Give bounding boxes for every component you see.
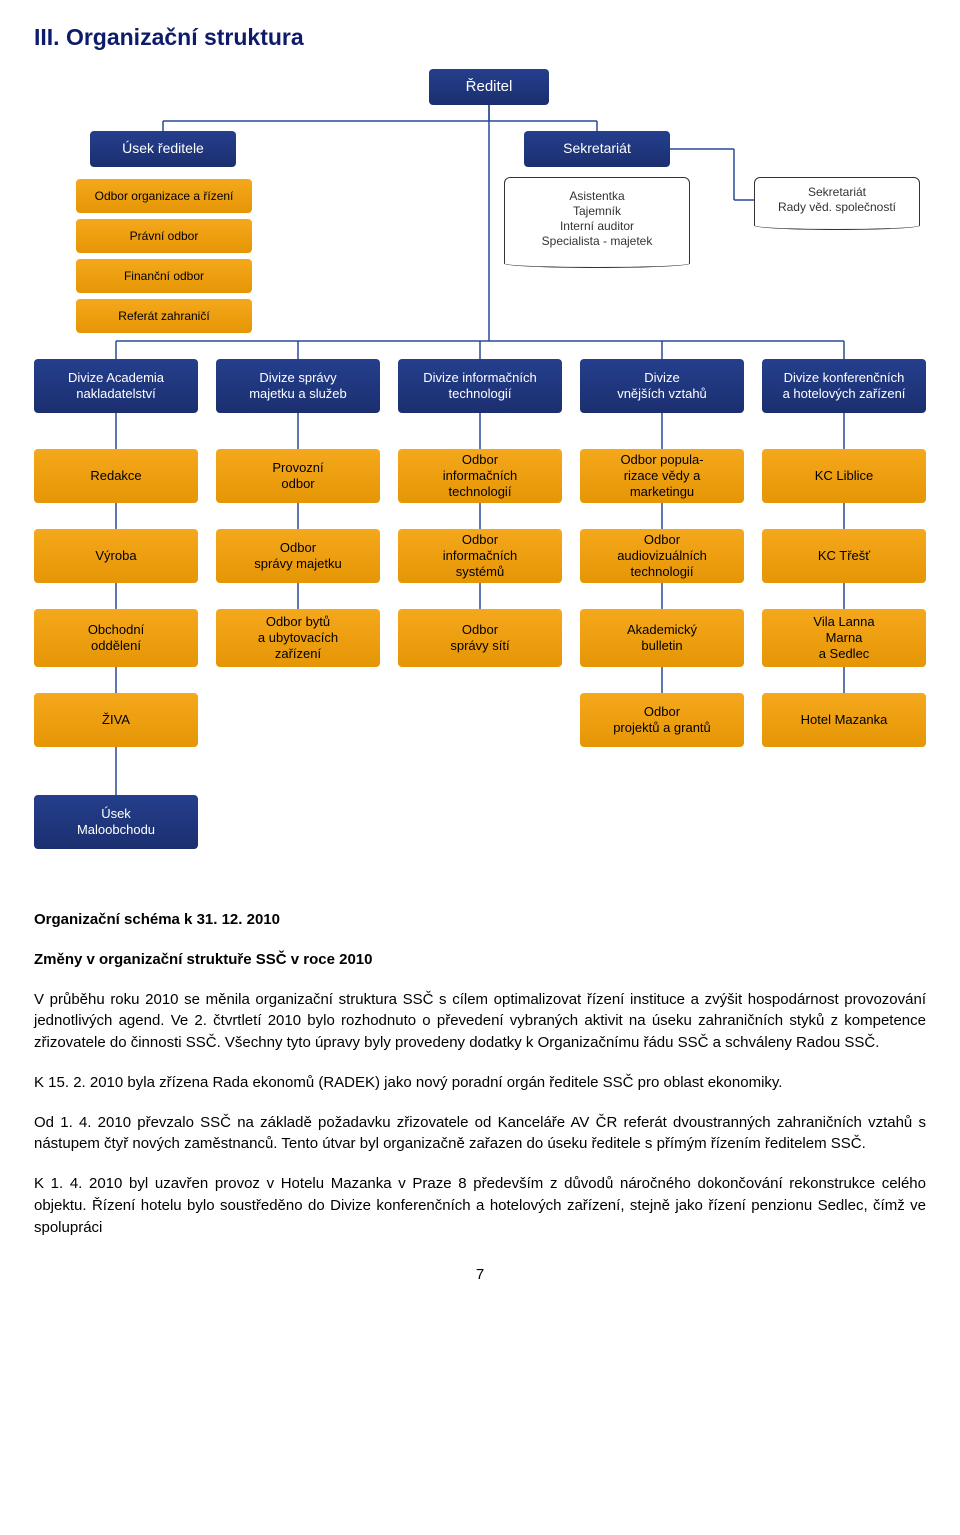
org-node-div-academia: Divize Academia nakladatelství <box>34 359 198 413</box>
org-node-byty: Odbor bytů a ubytovacích zařízení <box>216 609 380 667</box>
org-node-redakce: Redakce <box>34 449 198 503</box>
org-node-div-konf: Divize konferenčních a hotelových zaříze… <box>762 359 926 413</box>
org-node-pravni: Právní odbor <box>76 219 252 253</box>
org-node-vyroba: Výroba <box>34 529 198 583</box>
org-node-bulletin: Akademický bulletin <box>580 609 744 667</box>
org-node-audiovis: Odbor audiovizuálních technologií <box>580 529 744 583</box>
paragraph: Od 1. 4. 2010 převzalo SSČ na základě po… <box>34 1112 926 1156</box>
org-node-mazanka: Hotel Mazanka <box>762 693 926 747</box>
org-node-ois: Odbor informačních systémů <box>398 529 562 583</box>
body-text: Organizační schéma k 31. 12. 2010 Změny … <box>34 909 926 1238</box>
org-node-div-it: Divize informačních technologií <box>398 359 562 413</box>
org-node-reditel: Ředitel <box>429 69 549 105</box>
org-node-usek-reditele: Úsek ředitele <box>90 131 236 167</box>
org-node-financni: Finanční odbor <box>76 259 252 293</box>
org-node-org-rizeni: Odbor organizace a řízení <box>76 179 252 213</box>
org-node-obchodni: Obchodní oddělení <box>34 609 198 667</box>
org-node-div-vztahu: Divize vnějších vztahů <box>580 359 744 413</box>
org-node-vila: Vila Lanna Marna a Sedlec <box>762 609 926 667</box>
org-node-liblice: KC Liblice <box>762 449 926 503</box>
org-node-zahranici: Referát zahraničí <box>76 299 252 333</box>
subtitle-schema: Organizační schéma k 31. 12. 2010 <box>34 909 926 931</box>
paragraph: V průběhu roku 2010 se měnila organizačn… <box>34 989 926 1054</box>
page-heading: III. Organizační struktura <box>34 24 926 51</box>
org-chart: Ředitel Úsek ředitele Sekretariát Odbor org… <box>34 69 926 879</box>
paragraph: K 1. 4. 2010 byl uzavřen provoz v Hotelu… <box>34 1173 926 1238</box>
org-node-ziva: ŽIVA <box>34 693 198 747</box>
org-node-sekr-list: Asistentka Tajemník Interní auditor Spec… <box>504 177 690 261</box>
org-node-maloobchod: Úsek Maloobchodu <box>34 795 198 849</box>
org-node-trest: KC Třešť <box>762 529 926 583</box>
org-node-provozni: Provozní odbor <box>216 449 380 503</box>
org-node-siti: Odbor správy sítí <box>398 609 562 667</box>
org-node-div-spravy: Divize správy majetku a služeb <box>216 359 380 413</box>
paragraph: K 15. 2. 2010 byla zřízena Rada ekonomů … <box>34 1072 926 1094</box>
org-node-sekr-rady: Sekretariát Rady věd. společností <box>754 177 920 223</box>
org-node-oit: Odbor informačních technologií <box>398 449 562 503</box>
subtitle-changes: Změny v organizační struktuře SSČ v roce… <box>34 949 926 971</box>
page-number: 7 <box>34 1266 926 1283</box>
org-node-popular: Odbor popula- rizace vědy a marketingu <box>580 449 744 503</box>
org-node-projekty: Odbor projektů a grantů <box>580 693 744 747</box>
org-node-spravy-majetku: Odbor správy majetku <box>216 529 380 583</box>
org-node-sekretariat: Sekretariát <box>524 131 670 167</box>
